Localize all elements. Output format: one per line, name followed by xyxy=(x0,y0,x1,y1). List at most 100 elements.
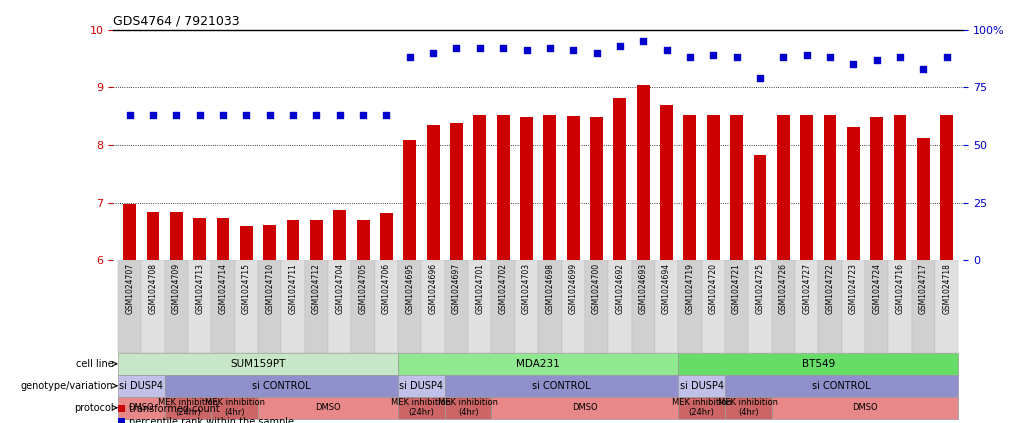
Bar xyxy=(544,115,556,261)
Text: GSM1024709: GSM1024709 xyxy=(172,263,181,314)
Point xyxy=(798,52,815,58)
Bar xyxy=(450,123,462,261)
Bar xyxy=(771,261,795,353)
Text: MDA231: MDA231 xyxy=(516,359,560,369)
Bar xyxy=(264,225,276,261)
Bar xyxy=(608,261,631,353)
Text: GSM1024697: GSM1024697 xyxy=(452,263,461,314)
Bar xyxy=(725,375,958,397)
Bar xyxy=(356,220,370,261)
Point xyxy=(542,45,558,52)
Text: GSM1024693: GSM1024693 xyxy=(639,263,648,314)
Text: MEK inhibition
(4hr): MEK inhibition (4hr) xyxy=(205,398,265,418)
Text: BT549: BT549 xyxy=(801,359,835,369)
Bar xyxy=(590,117,603,261)
Bar xyxy=(141,261,165,353)
Point xyxy=(658,47,675,54)
Bar xyxy=(211,397,259,419)
Point xyxy=(588,49,605,56)
Point xyxy=(402,54,418,60)
Bar xyxy=(725,261,748,353)
Bar xyxy=(118,375,165,397)
Bar xyxy=(917,138,930,261)
Point xyxy=(332,112,348,118)
Bar xyxy=(566,116,580,261)
Bar xyxy=(730,115,743,261)
Bar xyxy=(310,220,322,261)
Bar xyxy=(118,261,141,353)
Text: SUM159PT: SUM159PT xyxy=(231,359,285,369)
Bar xyxy=(399,375,445,397)
Text: GSM1024719: GSM1024719 xyxy=(685,263,694,314)
Bar xyxy=(491,261,515,353)
Text: GSM1024724: GSM1024724 xyxy=(872,263,882,314)
Bar xyxy=(940,115,953,261)
Bar xyxy=(351,261,375,353)
Text: GSM1024707: GSM1024707 xyxy=(125,263,134,314)
Bar xyxy=(165,261,188,353)
Bar xyxy=(585,261,608,353)
Bar xyxy=(445,397,491,419)
Bar xyxy=(818,261,842,353)
Bar xyxy=(118,397,165,419)
Text: GSM1024726: GSM1024726 xyxy=(779,263,788,314)
Text: GSM1024723: GSM1024723 xyxy=(849,263,858,314)
Bar xyxy=(655,261,678,353)
Bar xyxy=(491,397,678,419)
Text: si CONTROL: si CONTROL xyxy=(813,381,871,391)
Bar xyxy=(259,261,281,353)
Text: GSM1024722: GSM1024722 xyxy=(825,263,834,314)
Bar xyxy=(399,261,421,353)
Text: MEK inhibition
(24hr): MEK inhibition (24hr) xyxy=(672,398,731,418)
Text: DMSO: DMSO xyxy=(572,403,597,412)
Point xyxy=(495,45,512,52)
Bar xyxy=(399,353,678,375)
Bar xyxy=(614,98,626,261)
Point xyxy=(122,112,138,118)
Bar xyxy=(894,115,906,261)
Text: GSM1024705: GSM1024705 xyxy=(358,263,368,314)
Bar xyxy=(888,261,912,353)
Bar xyxy=(380,213,392,261)
Text: si DUSP4: si DUSP4 xyxy=(119,381,164,391)
Bar xyxy=(165,397,211,419)
Point xyxy=(308,112,324,118)
Text: GSM1024717: GSM1024717 xyxy=(919,263,928,314)
Bar xyxy=(631,261,655,353)
Text: GSM1024715: GSM1024715 xyxy=(242,263,251,314)
Bar xyxy=(870,117,883,261)
Text: cell line: cell line xyxy=(76,359,113,369)
Point xyxy=(705,52,721,58)
Text: genotype/variation: genotype/variation xyxy=(21,381,113,391)
Text: protocol: protocol xyxy=(74,403,113,413)
Bar xyxy=(399,397,445,419)
Point xyxy=(845,61,861,68)
Text: GSM1024696: GSM1024696 xyxy=(428,263,438,314)
Bar xyxy=(520,117,533,261)
Bar xyxy=(404,140,416,261)
Bar xyxy=(912,261,935,353)
Bar xyxy=(678,261,701,353)
Bar xyxy=(165,375,399,397)
Text: GSM1024711: GSM1024711 xyxy=(288,263,298,314)
Text: GSM1024721: GSM1024721 xyxy=(732,263,742,314)
Text: GSM1024725: GSM1024725 xyxy=(755,263,764,314)
Bar xyxy=(118,353,399,375)
Bar xyxy=(771,397,958,419)
Text: DMSO: DMSO xyxy=(129,403,154,412)
Text: GSM1024704: GSM1024704 xyxy=(335,263,344,314)
Text: GSM1024716: GSM1024716 xyxy=(895,263,904,314)
Bar xyxy=(777,115,790,261)
Bar xyxy=(538,261,561,353)
Bar xyxy=(865,261,888,353)
Text: si DUSP4: si DUSP4 xyxy=(680,381,724,391)
Point xyxy=(938,54,955,60)
Bar xyxy=(842,261,865,353)
Point xyxy=(355,112,372,118)
Bar xyxy=(211,261,235,353)
Bar xyxy=(235,261,259,353)
Point xyxy=(682,54,698,60)
Text: DMSO: DMSO xyxy=(315,403,341,412)
Bar xyxy=(188,261,211,353)
Bar xyxy=(281,261,305,353)
